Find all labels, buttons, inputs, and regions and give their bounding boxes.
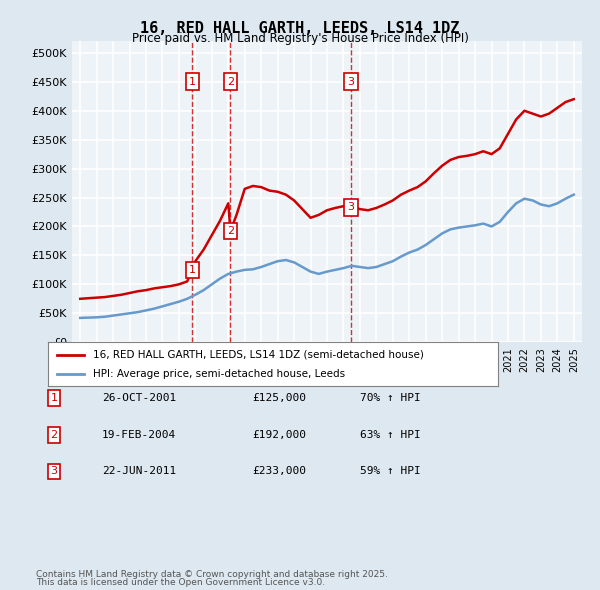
Text: 63% ↑ HPI: 63% ↑ HPI — [360, 430, 421, 440]
Text: 16, RED HALL GARTH, LEEDS, LS14 1DZ: 16, RED HALL GARTH, LEEDS, LS14 1DZ — [140, 21, 460, 35]
Text: 2: 2 — [50, 430, 58, 440]
Text: 26-OCT-2001: 26-OCT-2001 — [102, 394, 176, 403]
Text: 2: 2 — [227, 226, 234, 236]
Text: 19-FEB-2004: 19-FEB-2004 — [102, 430, 176, 440]
Text: This data is licensed under the Open Government Licence v3.0.: This data is licensed under the Open Gov… — [36, 578, 325, 587]
Text: 1: 1 — [189, 265, 196, 275]
Text: 2: 2 — [227, 77, 234, 87]
Text: 3: 3 — [347, 77, 355, 87]
Text: 70% ↑ HPI: 70% ↑ HPI — [360, 394, 421, 403]
Text: Contains HM Land Registry data © Crown copyright and database right 2025.: Contains HM Land Registry data © Crown c… — [36, 571, 388, 579]
Text: 22-JUN-2011: 22-JUN-2011 — [102, 467, 176, 476]
Text: HPI: Average price, semi-detached house, Leeds: HPI: Average price, semi-detached house,… — [93, 369, 345, 379]
Text: £125,000: £125,000 — [252, 394, 306, 403]
Text: 1: 1 — [50, 394, 58, 403]
Text: Price paid vs. HM Land Registry's House Price Index (HPI): Price paid vs. HM Land Registry's House … — [131, 32, 469, 45]
Text: 3: 3 — [50, 467, 58, 476]
Text: 59% ↑ HPI: 59% ↑ HPI — [360, 467, 421, 476]
Text: £233,000: £233,000 — [252, 467, 306, 476]
Text: 1: 1 — [189, 77, 196, 87]
Text: 16, RED HALL GARTH, LEEDS, LS14 1DZ (semi-detached house): 16, RED HALL GARTH, LEEDS, LS14 1DZ (sem… — [93, 350, 424, 359]
Text: 3: 3 — [347, 202, 355, 212]
Text: £192,000: £192,000 — [252, 430, 306, 440]
